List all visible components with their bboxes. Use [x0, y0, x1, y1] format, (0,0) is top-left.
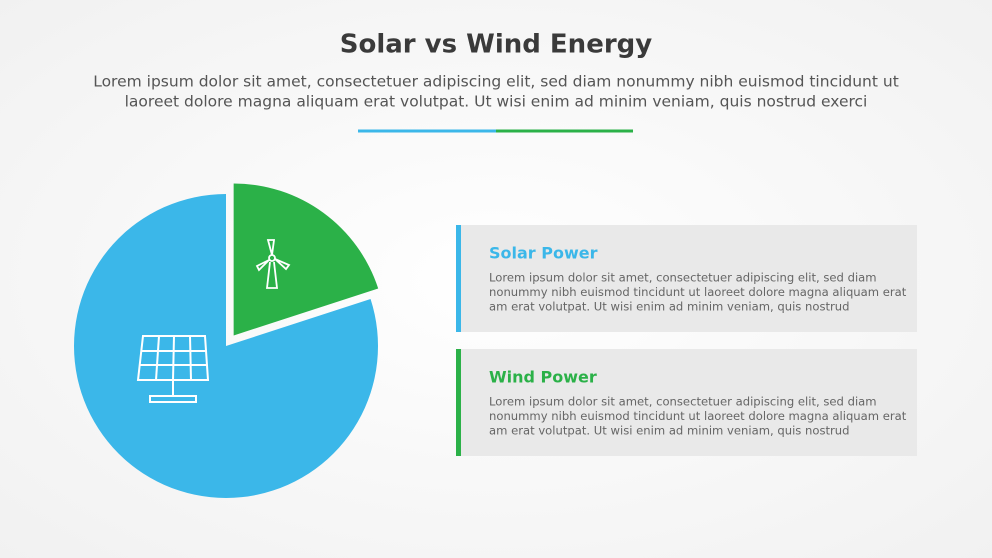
legend-box	[456, 349, 917, 456]
legend: Solar Power Lorem ipsum dolor sit amet, c…	[456, 225, 917, 456]
pie-slice	[73, 194, 378, 499]
legend-description: nonummy nibh euismod tincidunt ut laoree…	[489, 409, 907, 423]
legend-box	[456, 225, 917, 332]
legend-description: am erat volutpat. Ut wisi enim ad minim …	[489, 300, 850, 314]
legend-bar	[456, 225, 461, 332]
wind-icon	[255, 239, 291, 289]
subtitle: laoreet dolore magna aliquam erat volutp…	[125, 93, 868, 111]
solar-icon	[136, 335, 210, 403]
legend-description: am erat volutpat. Ut wisi enim ad minim …	[489, 424, 850, 438]
legend-description: Lorem ipsum dolor sit amet, consectetuer…	[489, 271, 877, 285]
pie-slice	[233, 183, 379, 336]
pie	[73, 183, 379, 499]
legend-label: Wind Power	[489, 368, 597, 387]
legend-description: Lorem ipsum dolor sit amet, consectetuer…	[489, 395, 877, 409]
subtitle: Lorem ipsum dolor sit amet, consectetuer…	[93, 73, 899, 91]
chart-title: Solar vs Wind Energy	[340, 30, 652, 60]
legend-description: nonummy nibh euismod tincidunt ut laoree…	[489, 285, 907, 299]
legend-bar	[456, 349, 461, 456]
legend-label: Solar Power	[489, 244, 598, 263]
